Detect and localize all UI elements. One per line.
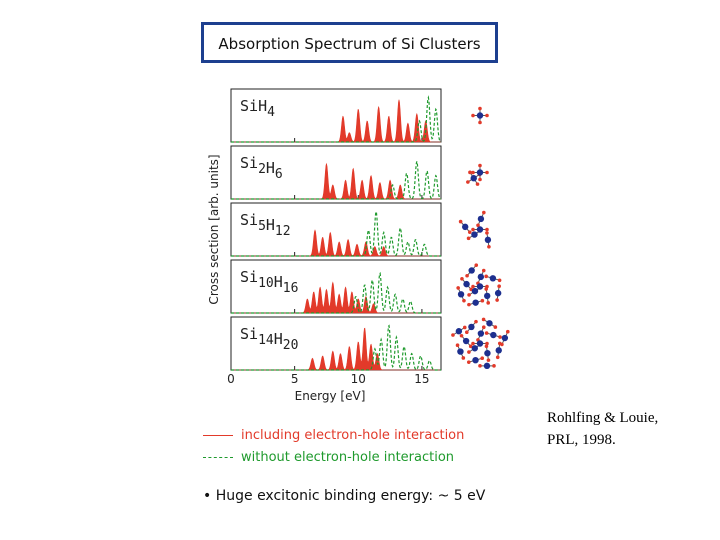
without-eh-spectrum-Si10H16 [231,271,441,314]
cluster-label-Si2H6: Si2H6 [240,154,283,182]
binding-energy-note: • Huge excitonic binding energy: ~ 5 eV [203,488,485,504]
x-tick-label: 5 [291,372,299,386]
cluster-label-Si10H16: Si10H16 [240,268,298,296]
cluster-label-Si14H20: Si14H20 [240,325,298,353]
molecule-Si10H16-icon [456,263,502,307]
without-eh-spectrum-Si5H12 [231,210,441,257]
bullet-icon: • [203,488,212,504]
legend-without-eh: without electron-hole interaction [203,450,454,465]
molecule-SiH4-icon [471,106,489,125]
molecule-Si2H6-icon [466,163,489,186]
cluster-label-SiH4: SiH4 [240,97,275,120]
panel-frame [230,145,442,200]
without-eh-spectrum-SiH4 [231,95,442,143]
panel-frame [230,316,442,371]
binding-energy-text: Huge excitonic binding energy: ~ 5 eV [215,488,486,504]
citation: Rohlfing & Louie, PRL, 1998. [547,407,658,451]
cluster-label-Si5H12: Si5H12 [240,211,291,239]
without-eh-spectrum-Si14H20 [231,324,441,371]
citation-journal: PRL, 1998. [547,432,616,448]
y-axis-label: Cross section [arb. units] [207,154,221,304]
panel-frame [230,259,442,314]
x-tick-label: 15 [414,372,429,386]
slide-title-box: Absorption Spectrum of Si Clusters [201,22,498,63]
x-tick-label: 10 [351,372,366,386]
x-tick-label: 0 [227,372,235,386]
legend-dashed-line-icon [203,457,233,458]
absorption-chart: SiH4 Si2H6 Si5H12 Si10H16 Si14H20 0 5 10 15 Energ… [207,88,510,403]
without-eh-spectrum-Si2H6 [231,161,442,200]
citation-authors: Rohlfing & Louie, [547,410,659,426]
x-axis-label: Energy [eV] [295,389,366,403]
legend-solid-line-icon [203,435,233,436]
molecule-Si5H12-icon [458,210,492,249]
molecule-Si14H20-icon [451,317,510,370]
slide-title: Absorption Spectrum of Si Clusters [218,35,481,53]
legend-without-eh-label: without electron-hole interaction [241,450,455,465]
legend-with-eh: including electron-hole interaction [203,428,464,443]
legend-with-eh-label: including electron-hole interaction [241,428,465,443]
